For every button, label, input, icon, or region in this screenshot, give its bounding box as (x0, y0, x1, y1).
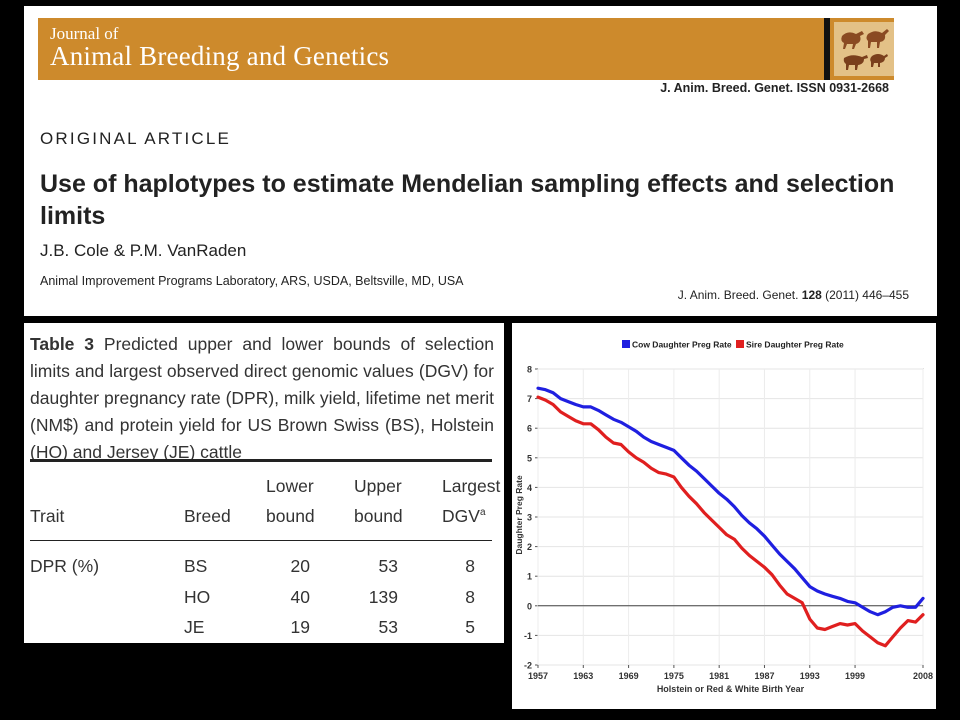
header-largest-line2: DGVa (442, 506, 486, 527)
table-label: Table 3 (30, 334, 95, 354)
banner-divider (824, 18, 830, 80)
table-cell-lower: 40 (290, 587, 310, 607)
table-top-rule (30, 459, 492, 462)
x-tick-label: 1969 (619, 671, 639, 681)
article-type: ORIGINAL ARTICLE (40, 129, 232, 148)
y-tick-label: 1 (527, 572, 532, 582)
author-affiliation: Animal Improvement Programs Laboratory, … (40, 274, 464, 288)
table-caption-text: Predicted upper and lower bounds of sele… (30, 334, 494, 462)
table-cell-largest: 8 (465, 556, 475, 576)
chart-panel: -2 -1 0 1 2 3 4 5 6 7 8 1957 1963 1969 1975 1981 1987 199… (512, 323, 936, 709)
series-line (536, 395, 925, 648)
table-cell-upper: 53 (378, 617, 398, 637)
table-cell-lower: 19 (290, 617, 310, 637)
issn-line: J. Anim. Breed. Genet. ISSN 0931-2668 (660, 81, 889, 95)
footnote-marker: a (479, 507, 486, 519)
y-tick-label: 3 (527, 513, 532, 523)
journal-of-text: Journal of (50, 24, 119, 43)
article-header-panel: Journal of Animal Breeding and Genetics … (24, 6, 937, 316)
x-tick-label: 1987 (754, 671, 774, 681)
header-upper-line1: Upper (354, 476, 402, 496)
citation-journal: J. Anim. Breed. Genet. (677, 288, 799, 302)
table-cell-breed: HO (184, 587, 211, 607)
table-cell-breed: BS (184, 556, 208, 576)
x-tick-label: 1957 (528, 671, 548, 681)
y-tick-label: -2 (524, 661, 532, 671)
table-header-rule (30, 540, 492, 541)
table-cell-lower: 20 (290, 556, 310, 576)
table-cell-largest: 8 (465, 587, 475, 607)
table-cell-trait: DPR (%) (30, 556, 100, 576)
legend-label: Cow Daughter Preg Rate (632, 340, 732, 350)
legend-swatch (736, 340, 744, 348)
y-axis-label: Daughter Preg Rate (514, 475, 524, 555)
journal-name: Animal Breeding and Genetics (50, 41, 390, 71)
y-tick-label: 6 (527, 424, 532, 434)
x-axis-label: Holstein or Red & White Birth Year (657, 684, 805, 694)
journal-citation: J. Anim. Breed. Genet. 128 (2011) 446–45… (678, 288, 909, 302)
cave-painting-animals-logo-icon (834, 22, 894, 76)
table-panel: Table 3 Predicted upper and lower bounds… (24, 323, 504, 643)
table-cell-upper: 139 (368, 587, 398, 607)
x-tick-label: 1993 (800, 671, 820, 681)
series-line (536, 386, 925, 617)
citation-pages: (2011) 446–455 (825, 288, 909, 302)
table-cell-upper: 53 (378, 556, 398, 576)
x-tick-label: 1999 (845, 671, 865, 681)
header-largest-line1: Largest (442, 476, 501, 496)
article-authors: J.B. Cole & P.M. VanRaden (40, 241, 247, 260)
y-tick-label: 0 (527, 601, 532, 611)
x-tick-label: 1981 (709, 671, 729, 681)
y-tick-label: 7 (527, 394, 532, 404)
table-cell-largest: 5 (465, 617, 475, 637)
header-lower-line1: Lower (266, 476, 314, 496)
legend-label: Sire Daughter Preg Rate (746, 340, 844, 350)
article-title: Use of haplotypes to estimate Mendelian … (40, 170, 895, 230)
y-tick-label: 2 (527, 542, 532, 552)
header-largest-dgv: DGV (442, 506, 480, 526)
citation-volume: 128 (801, 288, 822, 302)
y-tick-label: 8 (527, 365, 532, 375)
y-tick-label: -1 (524, 631, 532, 641)
header-trait: Trait (30, 506, 65, 526)
daughter-preg-rate-chart: -2 -1 0 1 2 3 4 5 6 7 8 1957 1963 1969 1975 1981 1987 199… (514, 340, 933, 695)
y-tick-label: 5 (527, 453, 532, 463)
y-tick-label: 4 (527, 483, 532, 493)
header-lower-line2: bound (266, 506, 315, 526)
header-breed: Breed (184, 506, 231, 526)
header-upper-line2: bound (354, 506, 403, 526)
legend-swatch (622, 340, 630, 348)
table-cell-breed: JE (184, 617, 205, 637)
x-tick-label: 1975 (664, 671, 684, 681)
journal-banner: Journal of Animal Breeding and Genetics (38, 18, 894, 80)
x-tick-label: 2008 (913, 671, 933, 681)
table-caption: Table 3 Predicted upper and lower bounds… (30, 331, 494, 466)
x-tick-label: 1963 (573, 671, 593, 681)
